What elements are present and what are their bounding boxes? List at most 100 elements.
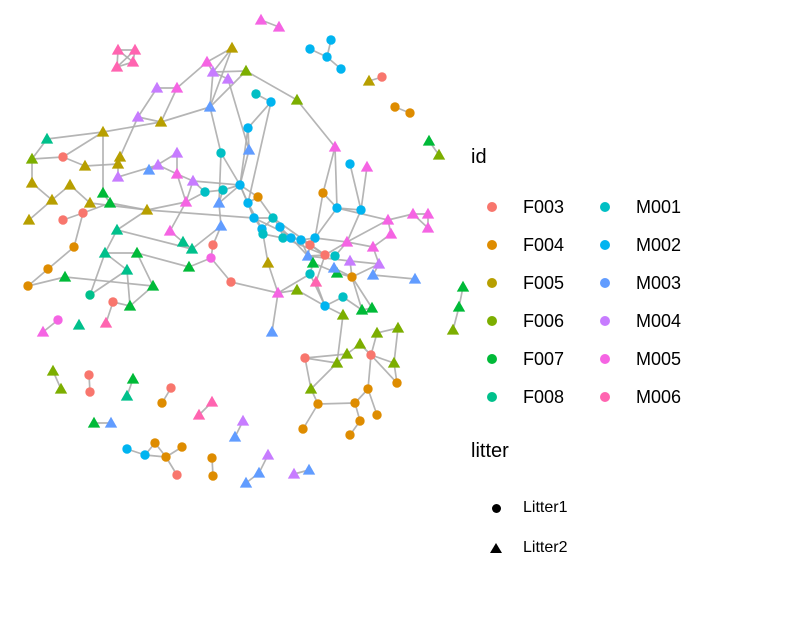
graph-node-m005-litter2 bbox=[366, 240, 380, 252]
legend-item-m006: M006 bbox=[600, 378, 681, 416]
graph-node-m005-litter2 bbox=[271, 286, 285, 298]
graph-node-f005-litter2 bbox=[96, 125, 110, 137]
graph-edge bbox=[304, 357, 312, 390]
graph-node-f003-litter1 bbox=[208, 240, 218, 250]
graph-node-m002-litter1 bbox=[356, 205, 366, 215]
legend-item-label: M002 bbox=[636, 234, 682, 255]
graph-node-f007-litter2 bbox=[126, 372, 140, 384]
graph-node-f006-litter2 bbox=[370, 326, 384, 338]
graph-edge bbox=[137, 87, 158, 118]
graph-node-m006-litter2 bbox=[128, 43, 142, 55]
graph-node-m002-litter1 bbox=[266, 97, 276, 107]
graph-node-m002-litter1 bbox=[249, 213, 259, 223]
graph-edge bbox=[89, 269, 128, 296]
graph-edge bbox=[247, 101, 272, 129]
legend-item-label: M005 bbox=[636, 348, 682, 369]
graph-node-m001-litter1 bbox=[268, 213, 278, 223]
graph-edge bbox=[109, 202, 148, 211]
graph-node-m002-litter1 bbox=[243, 123, 253, 133]
graph-node-m005-litter2 bbox=[381, 213, 395, 225]
graph-edge bbox=[27, 276, 66, 287]
graph-node-f005-litter2 bbox=[261, 256, 275, 268]
graph-node-f005-litter2 bbox=[63, 178, 77, 190]
legend-item-label: F006 bbox=[523, 310, 565, 331]
legend-item-f007: F007 bbox=[487, 340, 564, 378]
graph-node-m002-litter1 bbox=[286, 233, 296, 243]
graph-node-m005-litter2 bbox=[36, 325, 50, 337]
graph-edge bbox=[230, 281, 279, 294]
graph-node-f007-litter2 bbox=[306, 256, 320, 268]
graph-node-m006-litter2 bbox=[99, 316, 113, 328]
graph-node-f004-litter1 bbox=[347, 272, 357, 282]
graph-edge bbox=[271, 292, 279, 333]
graph-node-f003-litter1 bbox=[305, 240, 315, 250]
graph-node-f003-litter1 bbox=[108, 297, 118, 307]
legend-item-f008: F008 bbox=[487, 378, 564, 416]
graph-edge bbox=[119, 116, 139, 158]
graph-node-f004-litter1 bbox=[150, 438, 160, 448]
graph-node-f003-litter1 bbox=[300, 353, 310, 363]
graph-node-f007-litter2 bbox=[452, 300, 466, 312]
legend-litter-title: litter bbox=[471, 440, 509, 462]
m001-swatch bbox=[600, 202, 610, 212]
graph-node-f004-litter1 bbox=[405, 108, 415, 118]
graph-edge bbox=[307, 255, 351, 262]
graph-node-f007-litter2 bbox=[87, 416, 101, 428]
graph-edge bbox=[351, 276, 373, 309]
graph-edge bbox=[387, 213, 414, 221]
graph-edge bbox=[349, 163, 362, 211]
graph-node-f005-litter2 bbox=[140, 203, 154, 215]
graph-node-f004-litter1 bbox=[318, 188, 328, 198]
graph-node-m005-litter2 bbox=[340, 235, 354, 247]
graph-node-f008-litter2 bbox=[120, 263, 134, 275]
f004-swatch bbox=[487, 240, 497, 250]
graph-node-f004-litter1 bbox=[350, 398, 360, 408]
graph-edge bbox=[245, 70, 298, 101]
graph-node-f008-litter2 bbox=[40, 132, 54, 144]
graph-edge bbox=[239, 127, 249, 186]
graph-node-f007-litter2 bbox=[146, 279, 160, 291]
graph-node-f005-litter2 bbox=[25, 176, 39, 188]
legend-item-m001: M001 bbox=[600, 188, 681, 226]
legend-item-label: M001 bbox=[636, 196, 682, 217]
graph-node-f004-litter1 bbox=[208, 471, 218, 481]
graph-node-m004-litter2 bbox=[186, 174, 200, 186]
graph-node-f006-litter2 bbox=[353, 337, 367, 349]
legend-item-f003: F003 bbox=[487, 188, 564, 226]
graph-edge bbox=[160, 106, 211, 123]
f006-swatch bbox=[487, 316, 497, 326]
graph-node-f007-litter2 bbox=[123, 299, 137, 311]
graph-node-m004-litter2 bbox=[150, 81, 164, 93]
graph-node-m004-litter2 bbox=[206, 65, 220, 77]
graph-edge bbox=[102, 121, 162, 133]
graph-node-f003-litter1 bbox=[78, 208, 88, 218]
graph-node-f007-litter2 bbox=[456, 280, 470, 292]
graph-node-f004-litter1 bbox=[69, 242, 79, 252]
legend-item-f004: F004 bbox=[487, 226, 564, 264]
graph-edge bbox=[136, 252, 190, 268]
litter1-circle-icon bbox=[490, 503, 502, 513]
m004-swatch bbox=[600, 316, 610, 326]
graph-node-f004-litter1 bbox=[161, 452, 171, 462]
graph-node-f003-litter1 bbox=[226, 277, 236, 287]
graph-node-f007-litter2 bbox=[130, 246, 144, 258]
graph-node-f008-litter1 bbox=[85, 290, 95, 300]
graph-node-f004-litter1 bbox=[372, 410, 382, 420]
graph-edge bbox=[146, 209, 255, 219]
graph-node-m001-litter1 bbox=[338, 292, 348, 302]
graph-node-m003-litter2 bbox=[301, 249, 315, 261]
graph-node-f004-litter1 bbox=[392, 378, 402, 388]
graph-node-f005-litter2 bbox=[78, 159, 92, 171]
graph-node-m003-litter2 bbox=[366, 268, 380, 280]
graph-edge bbox=[47, 246, 75, 270]
graph-node-f004-litter1 bbox=[23, 281, 33, 291]
graph-node-m003-litter2 bbox=[265, 325, 279, 337]
graph-node-m001-litter1 bbox=[218, 185, 228, 195]
graph-node-m005-litter2 bbox=[360, 160, 374, 172]
graph-node-m005-litter2 bbox=[384, 227, 398, 239]
graph-node-m004-litter2 bbox=[287, 467, 301, 479]
graph-edge bbox=[351, 276, 363, 311]
graph-edge bbox=[247, 101, 272, 204]
graph-node-f004-litter1 bbox=[298, 424, 308, 434]
